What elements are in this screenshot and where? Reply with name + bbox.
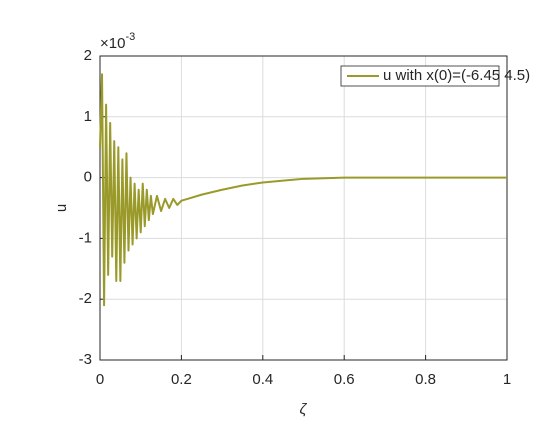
y-exponent: ×10-3 bbox=[100, 31, 135, 52]
x-tick-label: 0.6 bbox=[334, 371, 355, 388]
x-tick-label: 1 bbox=[503, 371, 511, 388]
y-tick-label: -1 bbox=[79, 229, 92, 246]
y-axis-label: u bbox=[53, 204, 70, 212]
data-line bbox=[99, 73, 507, 307]
y-tick-label: 1 bbox=[84, 108, 92, 125]
x-tick-label: 0.2 bbox=[171, 371, 192, 388]
y-exponent-base: ×10 bbox=[100, 35, 125, 52]
y-tick-label: 0 bbox=[84, 169, 92, 186]
plot-frame bbox=[99, 55, 508, 361]
y-tick-label: 2 bbox=[84, 47, 92, 64]
y-exponent-power: -3 bbox=[125, 31, 135, 43]
x-tick-label: 0 bbox=[96, 371, 104, 388]
legend-box bbox=[340, 65, 500, 87]
x-tick-label: 0.8 bbox=[415, 371, 436, 388]
x-tick-label: 0.4 bbox=[252, 371, 273, 388]
y-tick-label: -2 bbox=[79, 290, 92, 307]
legend-label: u with x(0)=(-6.45 4.5) bbox=[383, 67, 530, 84]
x-axis-label: ζ bbox=[300, 401, 308, 418]
y-tick-label: -3 bbox=[79, 351, 92, 368]
